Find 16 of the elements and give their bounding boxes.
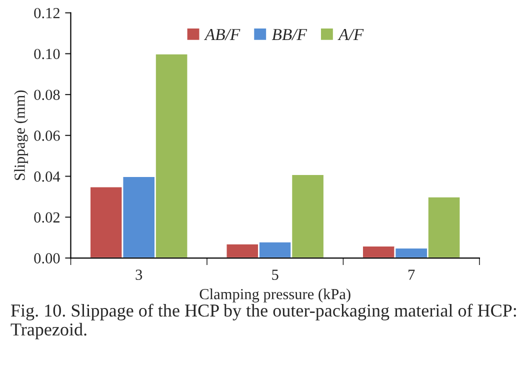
- y-tick-label: 0.06: [34, 130, 60, 141]
- y-axis-title: Slippage (mm): [14, 90, 28, 180]
- x-tick-label: 7: [408, 270, 415, 280]
- y-tick-label: 0.08: [34, 90, 60, 100]
- legend-label: AB/F: [204, 28, 240, 40]
- x-tick-label: 3: [136, 270, 142, 280]
- legend-label: A/F: [338, 28, 364, 40]
- legend-label: BB/F: [272, 28, 308, 40]
- y-tick-label: 0.02: [34, 212, 60, 223]
- y-tick-label: 0.10: [34, 48, 60, 60]
- x-tick-label: 5: [272, 270, 278, 280]
- y-tick-label: 0.12: [34, 8, 60, 18]
- x-axis-title: Clamping pressure (kPa): [200, 288, 350, 302]
- y-tick-label: 0.00: [34, 253, 60, 264]
- caption: Fig. 10. Slippage of the HCP by the outer-packaging material of HCP: Trapezoid.: [10, 304, 516, 340]
- y-tick-label: 0.04: [34, 171, 60, 182]
